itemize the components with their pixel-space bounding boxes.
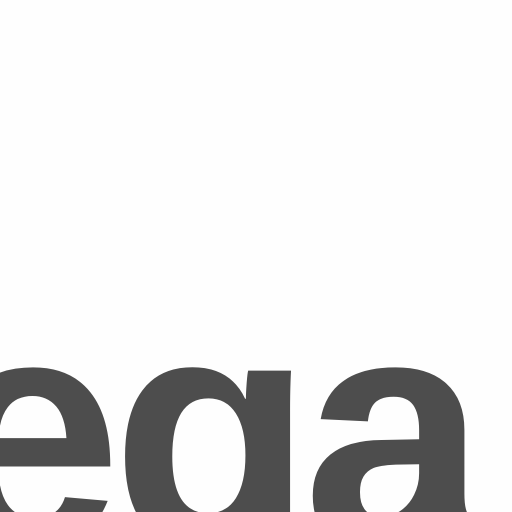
cropped-text-fragment: ega	[0, 246, 487, 512]
